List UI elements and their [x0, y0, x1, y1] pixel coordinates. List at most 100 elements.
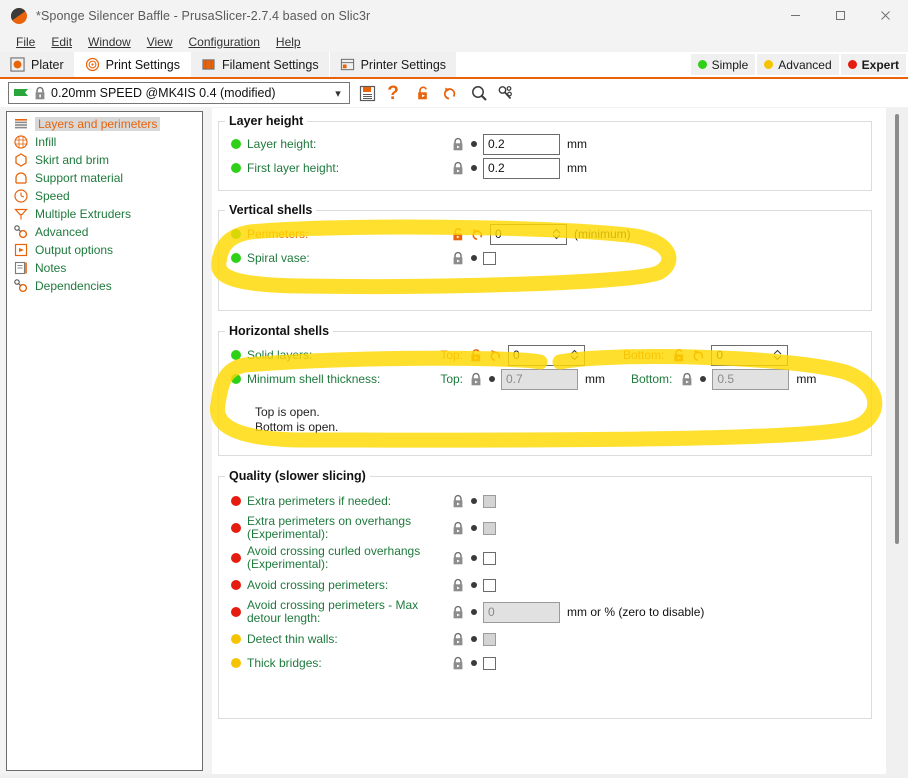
close-icon[interactable] — [863, 0, 908, 31]
sublabel-min-shell-bottom: Bottom: — [631, 372, 673, 386]
sidebar-item-speed[interactable]: Speed — [7, 187, 202, 205]
checkbox-spiral-vase[interactable] — [483, 251, 496, 265]
lock-closed-icon[interactable] — [469, 372, 483, 387]
unit-min-shell-top: mm — [585, 372, 605, 386]
checkbox-thick-bridges[interactable] — [483, 656, 496, 670]
app-logo-icon — [10, 7, 28, 25]
unit-min-shell-bottom: mm — [796, 372, 817, 386]
sidebar-item-notes-label: Notes — [35, 261, 67, 275]
spinner-solid-layers-bottom[interactable]: 0 — [711, 344, 789, 366]
lock-closed-icon[interactable] — [451, 521, 465, 536]
option-label-extra-perimeters-on-overhangs: Extra perimeters on overhangs (Experimen… — [247, 514, 412, 541]
spinner-perimeters[interactable]: 0 — [490, 223, 567, 245]
lock-closed-icon[interactable] — [451, 551, 465, 566]
checkbox-avoid-crossing-perimeters[interactable] — [483, 578, 496, 592]
mode-simple[interactable]: Simple — [690, 54, 756, 75]
option-row-extra-perimeters-if-needed: Extra perimeters if needed: — [219, 489, 871, 513]
menu-file[interactable]: File — [8, 33, 43, 51]
checkbox-extra-perimeters-if-needed[interactable] — [483, 494, 496, 508]
sidebar-item-advanced[interactable]: Advanced — [7, 223, 202, 241]
group-layer-height-title: Layer height — [229, 114, 304, 128]
question-icon[interactable]: ? — [387, 82, 399, 104]
option-label-layer-height: Layer height: — [247, 137, 317, 151]
settings-tree[interactable]: Layers and perimeters Infill Skirt and b… — [6, 111, 203, 771]
save-preset-icon[interactable] — [354, 81, 380, 105]
option-label-avoid-crossing-perimeters: Avoid crossing perimeters: — [247, 578, 389, 592]
spinner-arrows-icon[interactable] — [567, 348, 581, 362]
lock-closed-icon[interactable] — [680, 372, 694, 387]
sublabel-solid-layers-top: Top: — [440, 348, 463, 362]
menu-help[interactable]: Help — [268, 33, 309, 51]
revert-icon[interactable] — [470, 227, 484, 242]
menu-window[interactable]: Window — [80, 33, 139, 51]
sidebar-item-notes[interactable]: Notes — [7, 259, 202, 277]
lock-closed-icon[interactable] — [451, 656, 465, 671]
sidebar-item-dependencies[interactable]: Dependencies — [7, 277, 202, 295]
input-first-layer-height[interactable]: 0.2 — [483, 157, 560, 179]
preset-combobox[interactable]: 0.20mm SPEED @MK4IS 0.4 (modified) ▾ — [8, 82, 350, 104]
unlock-icon[interactable] — [451, 227, 465, 242]
sidebar-item-support-material[interactable]: Support material — [7, 169, 202, 187]
lock-closed-icon[interactable] — [451, 161, 465, 176]
sidebar-item-infill-label: Infill — [35, 135, 57, 149]
checkbox-detect-thin-walls[interactable] — [483, 632, 496, 646]
revert-dot-icon — [471, 255, 477, 261]
menu-view[interactable]: View — [139, 33, 181, 51]
checkbox-avoid-crossing-curled-overhangs[interactable] — [483, 551, 496, 565]
group-layer-height: Layer height Layer height: 0.2 mm — [218, 114, 872, 191]
minimize-icon[interactable] — [773, 0, 818, 31]
mode-expert[interactable]: Expert — [840, 54, 906, 75]
tab-filament-settings[interactable]: Filament Settings — [191, 52, 330, 77]
title-bar: *Sponge Silencer Baffle - PrusaSlicer-2.… — [0, 0, 908, 32]
lock-closed-icon[interactable] — [451, 605, 465, 620]
option-label-first-layer-height: First layer height: — [247, 161, 340, 175]
chevron-down-icon[interactable]: ▾ — [335, 87, 341, 100]
lock-closed-icon[interactable] — [451, 578, 465, 593]
checkbox-extra-perimeters-on-overhangs[interactable] — [483, 521, 496, 535]
sidebar-item-infill[interactable]: Infill — [7, 133, 202, 151]
unit-layer-height: mm — [567, 137, 587, 151]
sublabel-min-shell-top: Top: — [440, 372, 463, 386]
mode-simple-label: Simple — [711, 57, 749, 72]
tab-plater[interactable]: Plater — [0, 52, 75, 77]
tab-print-settings[interactable]: Print Settings — [74, 52, 191, 77]
search-icon[interactable] — [466, 81, 492, 105]
mode-advanced[interactable]: Advanced — [757, 54, 839, 75]
spinner-arrows-icon[interactable] — [549, 227, 563, 241]
sidebar-item-multiple-extruders[interactable]: Multiple Extruders — [7, 205, 202, 223]
revert-icon[interactable] — [691, 348, 705, 363]
lock-closed-icon[interactable] — [451, 137, 465, 152]
spinner-arrows-icon[interactable] — [770, 348, 784, 362]
option-row-solid-layers: Solid layers: Top: 0 — [219, 343, 871, 367]
sidebar-item-skirt-and-brim[interactable]: Skirt and brim — [7, 151, 202, 169]
spinner-solid-layers-top[interactable]: 0 — [508, 344, 585, 366]
input-layer-height[interactable]: 0.2 — [483, 133, 560, 155]
lock-closed-icon[interactable] — [451, 494, 465, 509]
option-label-spiral-vase: Spiral vase: — [247, 251, 310, 265]
vertical-scrollbar[interactable] — [886, 108, 908, 778]
maximize-icon[interactable] — [818, 0, 863, 31]
input-max-detour-length: 0 — [483, 601, 560, 623]
tab-printer-settings[interactable]: Printer Settings — [329, 52, 458, 77]
unlock-icon[interactable] — [672, 348, 686, 363]
menu-configuration[interactable]: Configuration — [181, 33, 268, 51]
menu-edit[interactable]: Edit — [43, 33, 80, 51]
revert-dot-icon — [471, 582, 477, 588]
unit-max-detour-length: mm or % (zero to disable) — [567, 605, 705, 619]
lock-closed-icon[interactable] — [451, 632, 465, 647]
revert-icon[interactable] — [436, 81, 462, 105]
unlock-icon[interactable] — [410, 81, 436, 105]
revert-icon[interactable] — [488, 348, 502, 363]
status-bullet — [231, 374, 241, 384]
tab-print-settings-label: Print Settings — [105, 57, 180, 72]
sidebar-item-output-options[interactable]: Output options — [7, 241, 202, 259]
lock-closed-icon[interactable] — [451, 251, 465, 266]
dependencies-icon — [14, 279, 28, 293]
unlock-icon[interactable] — [469, 348, 483, 363]
group-horizontal-shells-title: Horizontal shells — [229, 324, 330, 338]
sidebar-item-layers-and-perimeters[interactable]: Layers and perimeters — [7, 115, 202, 133]
status-bullet — [231, 658, 241, 668]
compare-presets-icon[interactable] — [492, 81, 518, 105]
scrollbar-thumb[interactable] — [895, 114, 899, 544]
